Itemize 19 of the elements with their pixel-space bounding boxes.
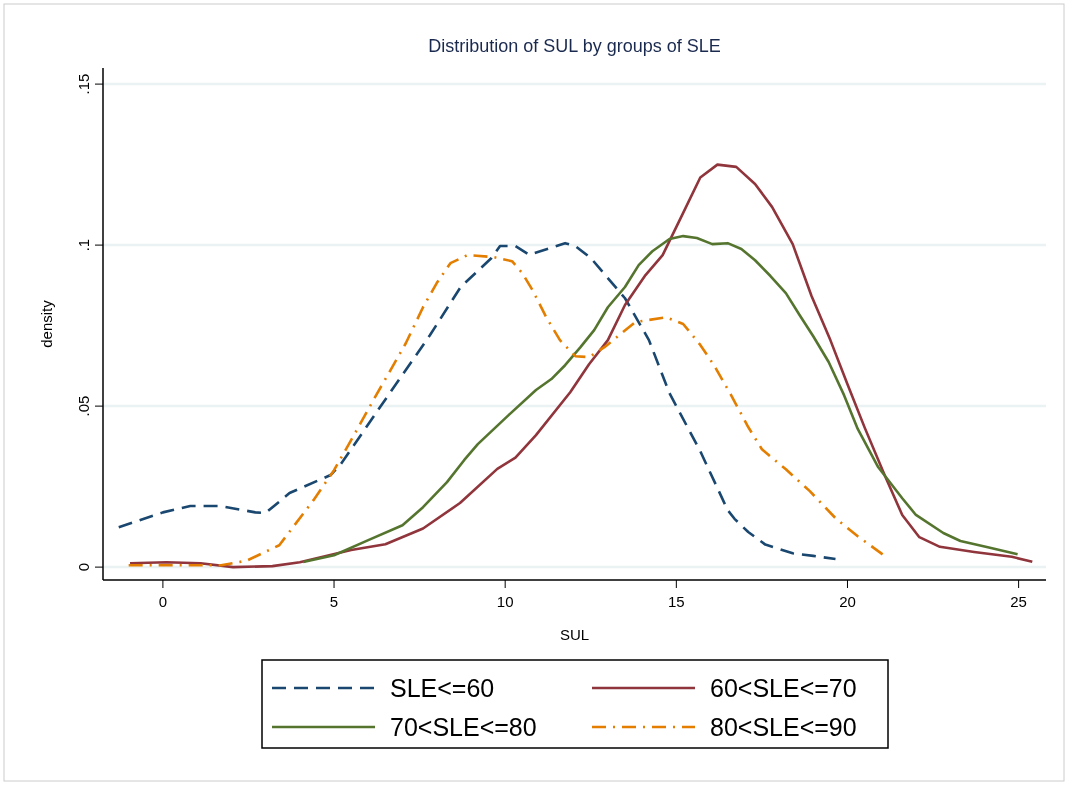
y-tick-label: .05 [75, 395, 92, 417]
x-tick-label: 5 [329, 593, 339, 610]
x-tick-label: 15 [667, 593, 685, 610]
legend-label: 70<SLE<=80 [390, 713, 537, 741]
x-tick-label: 20 [839, 593, 856, 610]
y-tick-label: 0 [75, 562, 92, 572]
legend-label: SLE<=60 [390, 674, 495, 702]
x-tick-label: 0 [158, 593, 168, 610]
legend-label: 80<SLE<=90 [710, 713, 857, 741]
x-tick-label: 10 [496, 593, 514, 610]
y-tick-label: .1 [75, 238, 92, 252]
legend-label: 60<SLE<=70 [710, 674, 857, 702]
line-series [128, 163, 1034, 569]
x-tick-label: 25 [1010, 593, 1027, 610]
x-axis-title: SUL [559, 626, 590, 643]
line-series [301, 234, 1019, 564]
chart-title: Distribution of SUL by groups of SLE [428, 36, 721, 56]
y-axis-title: density [38, 299, 55, 348]
y-tick-label: .15 [75, 73, 92, 95]
